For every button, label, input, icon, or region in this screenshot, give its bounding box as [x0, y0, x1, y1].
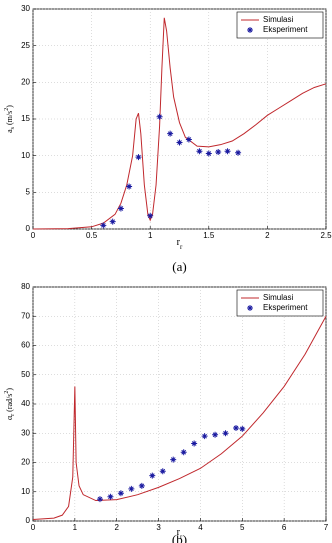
x-tick-label: 5	[240, 523, 245, 532]
x-tick-label: 1	[73, 523, 78, 532]
y-tick-label: 30	[21, 428, 30, 437]
marker	[185, 136, 192, 143]
y-tick-label: 0	[26, 224, 31, 233]
y-axis-label-part: s	[10, 126, 16, 129]
x-axis-label: rr	[177, 237, 183, 250]
marker	[180, 449, 187, 456]
line	[32, 17, 327, 230]
marker	[117, 490, 124, 497]
x-tick-label: 1.5	[203, 231, 215, 240]
y-axis-label-part: (m/s	[5, 111, 14, 127]
x-axis-label-part: r	[177, 527, 181, 538]
x-tick-label: 4	[198, 523, 203, 532]
y-tick-label: 80	[21, 282, 30, 291]
y-tick-label: 60	[21, 341, 30, 350]
marker	[135, 154, 142, 161]
y-tick-label: 20	[21, 77, 30, 86]
y-tick-label: 70	[21, 311, 30, 320]
legend-box	[236, 289, 324, 317]
x-axis-label: rr	[177, 527, 183, 540]
marker	[212, 431, 219, 438]
marker	[96, 496, 103, 503]
caption: (b)	[172, 532, 187, 543]
y-axis-label-part: r	[10, 414, 16, 416]
marker	[156, 113, 163, 120]
legend-label: Simulasi	[263, 293, 293, 302]
y-tick-label: 25	[21, 41, 30, 50]
x-tick-label: 3	[156, 523, 161, 532]
y-axis-label-part: α	[5, 415, 14, 420]
marker	[117, 205, 124, 212]
marker	[201, 433, 208, 440]
x-tick-label: 0.5	[86, 231, 98, 240]
marker	[138, 482, 145, 489]
marker	[100, 222, 107, 229]
caption: (a)	[172, 259, 186, 274]
y-tick-label: 15	[21, 114, 30, 123]
x-tick-label: 0	[31, 523, 36, 532]
marker	[233, 424, 240, 431]
x-tick-label: 1	[148, 231, 153, 240]
y-tick-label: 10	[21, 151, 30, 160]
x-tick-label: 2	[114, 523, 119, 532]
marker	[159, 468, 166, 475]
marker	[109, 218, 116, 225]
legend-box	[236, 11, 324, 39]
x-tick-label: 2	[265, 231, 270, 240]
legend-label: Simulasi	[263, 15, 293, 24]
x-tick-label: 7	[324, 523, 329, 532]
y-tick-label: 20	[21, 458, 30, 467]
y-tick-label: 10	[21, 487, 30, 496]
legend-marker	[247, 27, 253, 33]
x-axis-label-part: r	[180, 533, 183, 541]
x-tick-label: 0	[31, 231, 36, 240]
marker	[205, 150, 212, 157]
marker	[196, 148, 203, 155]
y-tick-label: 30	[21, 4, 30, 13]
legend-marker	[247, 305, 253, 311]
x-axis-label-part: r	[177, 237, 181, 248]
x-tick-label: 2.5	[320, 231, 332, 240]
y-tick-label: 50	[21, 370, 30, 379]
y-tick-label: 40	[21, 399, 30, 408]
marker	[191, 440, 198, 447]
y-tick-label: 0	[26, 516, 31, 525]
line	[32, 316, 327, 521]
y-axis-label-part: )	[5, 388, 14, 391]
marker	[224, 148, 231, 155]
marker	[170, 456, 177, 463]
marker	[128, 485, 135, 492]
x-tick-label: 6	[282, 523, 287, 532]
marker	[167, 130, 174, 137]
marker	[147, 212, 154, 219]
marker	[107, 493, 114, 500]
y-axis-label-part: 2	[4, 108, 10, 111]
y-axis-label-part: 2	[4, 391, 10, 394]
marker	[235, 149, 242, 156]
marker	[126, 183, 133, 190]
y-axis-label-part: a	[5, 129, 14, 133]
x-axis-label-part: r	[180, 243, 183, 251]
y-axis-label-part: (rad/s	[5, 394, 14, 414]
marker	[215, 149, 222, 155]
marker	[149, 472, 156, 479]
y-axis-label-part: )	[5, 105, 14, 108]
marker	[239, 425, 246, 432]
legend-label: Eksperiment	[263, 303, 308, 312]
y-axis-label: as (m/s2)	[4, 105, 16, 133]
y-axis-label: αr (rad/s2)	[4, 388, 16, 420]
y-tick-label: 5	[26, 187, 31, 196]
marker	[176, 139, 183, 146]
marker	[222, 430, 229, 437]
legend-label: Eksperiment	[263, 25, 308, 34]
